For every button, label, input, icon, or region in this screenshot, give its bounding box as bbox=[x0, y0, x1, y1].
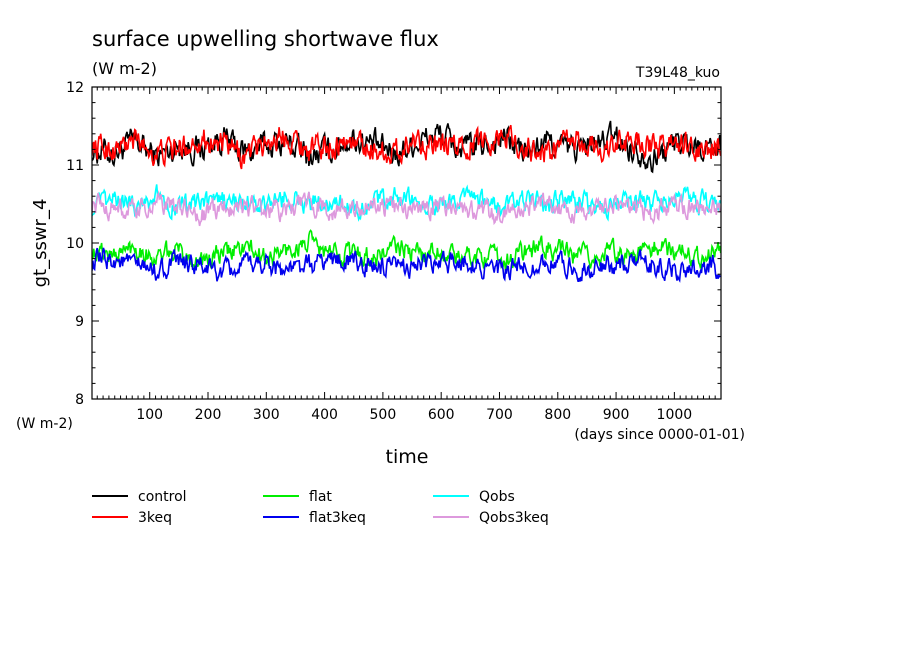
legend: control 3keq flat flat3keq Qobs Qobs3keq bbox=[92, 489, 549, 526]
chart-units: (W m-2) bbox=[92, 59, 157, 78]
series-line-3keq bbox=[92, 124, 721, 170]
x-tick-label: 1000 bbox=[657, 407, 693, 423]
x-tick-label: 200 bbox=[195, 407, 222, 423]
plot-frame bbox=[91, 86, 722, 400]
x-tick-label: 600 bbox=[428, 407, 455, 423]
x-tick-label: 300 bbox=[253, 407, 280, 423]
legend-label-control: control bbox=[138, 489, 187, 505]
x-axis-unit: (days since 0000-01-01) bbox=[574, 427, 745, 443]
x-tick-label: 700 bbox=[486, 407, 513, 423]
x-tick-label: 800 bbox=[544, 407, 571, 423]
y-tick-label: 12 bbox=[66, 80, 84, 96]
x-tick-label: 400 bbox=[311, 407, 338, 423]
y-tick-label: 10 bbox=[66, 236, 84, 252]
x-axis-label: time bbox=[386, 446, 429, 468]
y-tick-label: 8 bbox=[75, 392, 84, 408]
x-tick-label: 500 bbox=[370, 407, 397, 423]
series-line-control bbox=[92, 120, 721, 174]
legend-label-Qobs3keq: Qobs3keq bbox=[479, 510, 549, 526]
y-tick-label: 9 bbox=[75, 314, 84, 330]
y-axis-unit: (W m-2) bbox=[16, 416, 73, 432]
legend-label-3keq: 3keq bbox=[138, 510, 172, 526]
chart-title: surface upwelling shortwave flux bbox=[92, 27, 439, 51]
series-line-Qobs bbox=[92, 184, 721, 222]
y-tick-label: 11 bbox=[66, 158, 84, 174]
run-label: T39L48_kuo bbox=[635, 65, 720, 81]
y-axis-label: gt_sswr_4 bbox=[30, 199, 51, 288]
legend-label-Qobs: Qobs bbox=[479, 489, 515, 505]
series-line-flat3keq bbox=[92, 247, 721, 283]
x-tick-label: 900 bbox=[603, 407, 630, 423]
legend-label-flat: flat bbox=[309, 489, 332, 505]
x-tick-label: 100 bbox=[136, 407, 163, 423]
series-line-Qobs3keq bbox=[92, 190, 721, 227]
legend-label-flat3keq: flat3keq bbox=[309, 510, 366, 526]
